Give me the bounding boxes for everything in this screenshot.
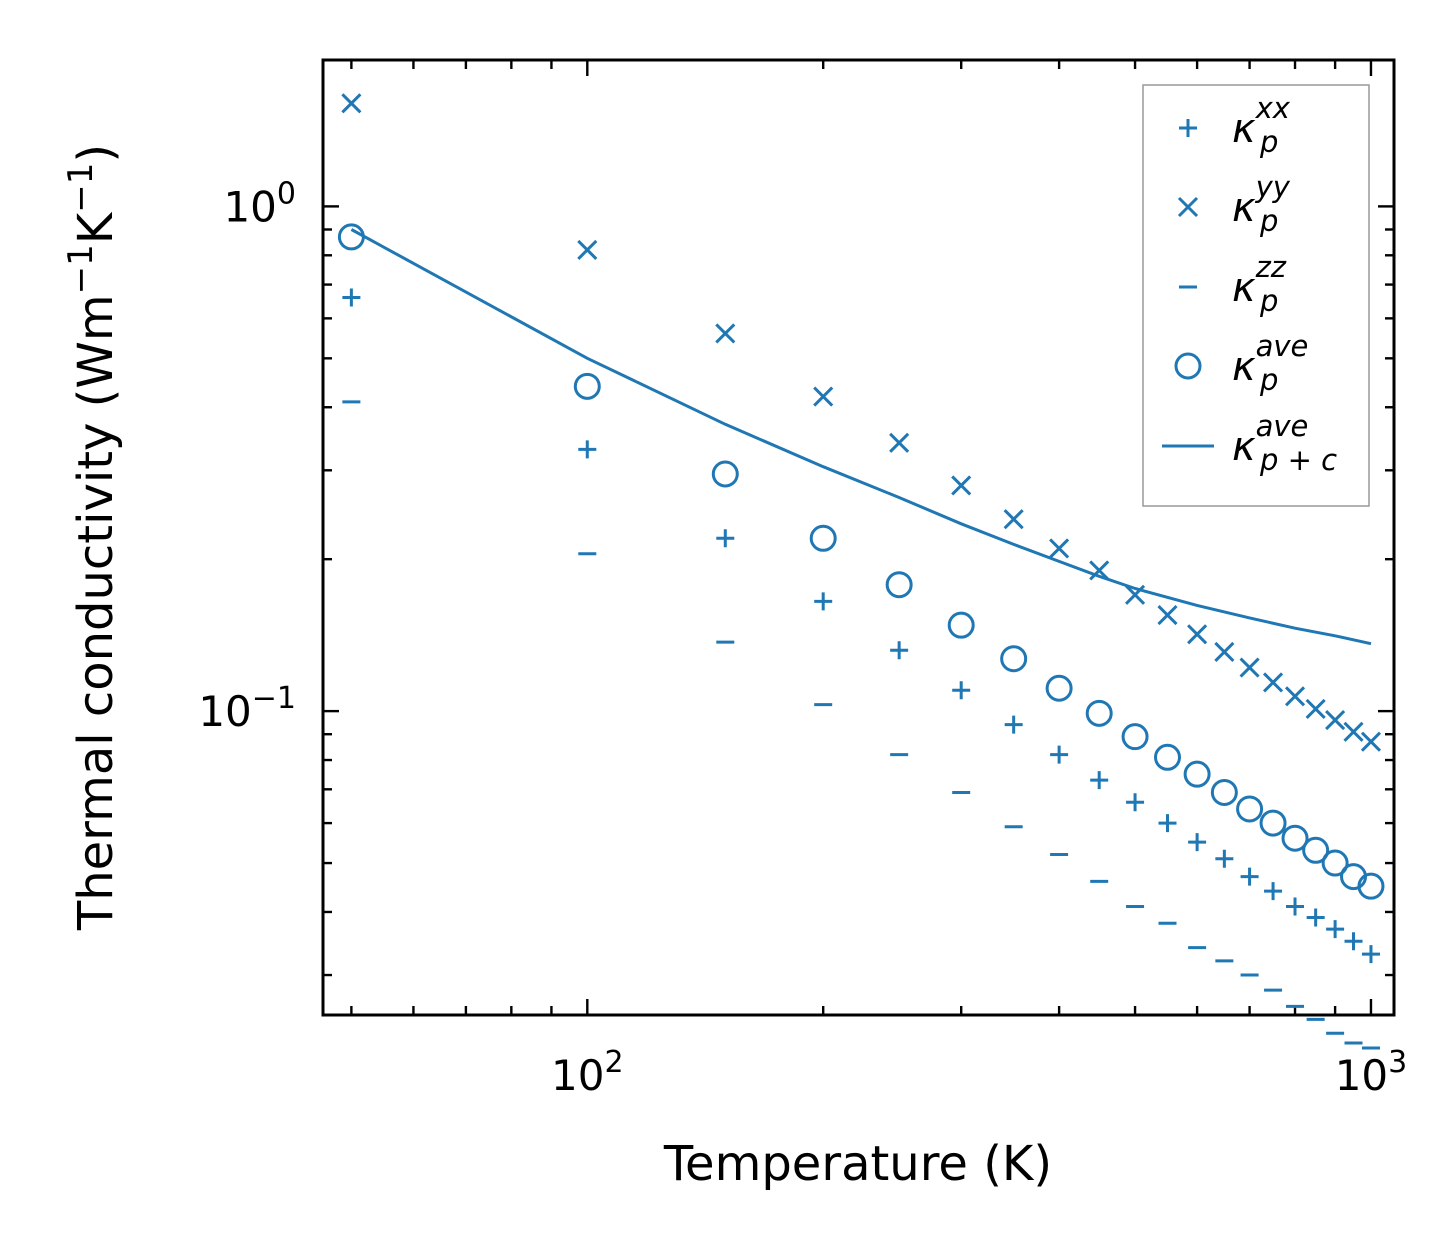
point-kxx — [1090, 771, 1109, 790]
point-kave — [1183, 760, 1211, 788]
point-kyy — [1157, 604, 1178, 626]
point-kyy — [951, 475, 972, 496]
legend-label-kave_pc: κave p + c — [1232, 409, 1337, 477]
plot-frame — [321, 58, 1396, 1017]
point-kyy — [341, 93, 362, 114]
point-kyy — [1239, 657, 1260, 678]
x-tick-label: 103 — [1335, 1045, 1408, 1100]
point-kxx — [1286, 897, 1305, 916]
point-kxx — [1188, 833, 1207, 852]
y-tick-label: 10−1 — [198, 681, 296, 736]
point-kave — [711, 460, 739, 488]
point-kave — [1259, 809, 1287, 837]
point-kyy — [1262, 672, 1284, 693]
point-kxx — [578, 440, 597, 459]
marks-layer — [337, 93, 1385, 1050]
point-kxx — [1306, 908, 1325, 927]
point-kyy — [1089, 560, 1110, 581]
point-kave — [1236, 795, 1264, 823]
point-kyy — [1343, 721, 1364, 742]
point-kyy — [889, 432, 910, 453]
point-kave — [1281, 824, 1309, 852]
point-kyy — [813, 386, 834, 407]
point-kave — [1085, 699, 1113, 727]
x-axis-label: Temperature (K) — [663, 1136, 1052, 1192]
point-kave — [1121, 723, 1149, 751]
point-kave — [809, 524, 837, 552]
point-kxx — [952, 681, 971, 700]
legend-box — [1142, 84, 1370, 507]
point-kave — [337, 223, 365, 251]
point-kave — [1210, 778, 1238, 806]
point-kave — [947, 611, 975, 639]
legend-label-kxx: κxx p — [1232, 91, 1291, 159]
point-kxx — [890, 641, 909, 660]
point-kave — [885, 571, 913, 599]
point-kxx — [716, 529, 735, 548]
legend-swatch-kxx — [1179, 119, 1197, 137]
point-kave — [573, 372, 601, 400]
y-tick-label: 100 — [223, 176, 296, 231]
series-line-kave_pc — [350, 228, 1372, 646]
legend-swatch-kave — [1174, 352, 1202, 380]
point-kxx — [342, 288, 361, 307]
point-kave — [1357, 872, 1385, 900]
point-kyy — [577, 239, 598, 260]
x-tick-label: 102 — [551, 1045, 624, 1100]
point-kave — [1045, 674, 1073, 702]
point-kxx — [1004, 715, 1023, 734]
legend-label-kzz: κzz p — [1232, 250, 1287, 318]
point-kxx — [1326, 920, 1345, 939]
point-kxx — [1158, 814, 1177, 833]
legend-swatch-kyy — [1177, 196, 1199, 218]
point-kxx — [1215, 849, 1234, 868]
point-kyy — [1049, 538, 1070, 559]
point-kyy — [1187, 624, 1208, 645]
legend-label-kave: κave p — [1232, 329, 1308, 397]
point-kave — [1302, 836, 1330, 864]
point-kyy — [715, 323, 736, 344]
point-kxx — [814, 592, 833, 611]
legend-label-kyy: κyy p — [1232, 170, 1291, 238]
point-kxx — [1126, 793, 1145, 812]
point-kxx — [1240, 867, 1259, 886]
point-kxx — [1344, 932, 1363, 951]
point-kyy — [1360, 731, 1382, 752]
point-kave — [1321, 849, 1349, 877]
y-axis-label: Thermal conductivity (Wm−1K−1) — [61, 144, 124, 931]
point-kave — [1153, 743, 1181, 771]
point-kave — [1000, 645, 1028, 673]
legend: κxx p κyy p κzz p κave p κave p + c — [1142, 84, 1370, 507]
point-kyy — [1325, 710, 1346, 731]
point-kyy — [1003, 509, 1024, 530]
point-kxx — [1264, 882, 1283, 901]
point-kyy — [1284, 686, 1306, 707]
point-kxx — [1361, 945, 1380, 964]
point-kyy — [1305, 698, 1326, 720]
point-kxx — [1050, 745, 1069, 764]
point-kyy — [1214, 641, 1235, 662]
